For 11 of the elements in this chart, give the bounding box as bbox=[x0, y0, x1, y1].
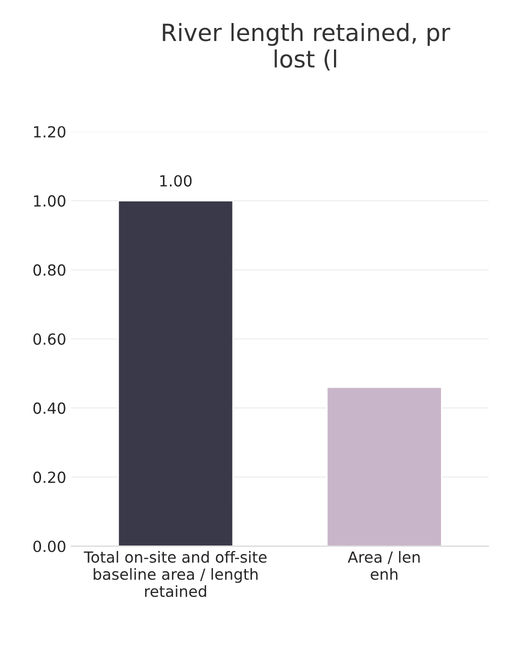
y-tick-label: 1.20 bbox=[34, 126, 66, 138]
y-tick-label: 0.20 bbox=[33, 472, 66, 484]
y-tick-label: 0.40 bbox=[33, 402, 66, 414]
data-label: 1.00 bbox=[160, 175, 192, 187]
chart-title: River length retained, pr lost (l bbox=[162, 23, 450, 71]
x-tick-label: Area / len enh bbox=[348, 551, 420, 580]
y-tick-label: 1.00 bbox=[34, 195, 66, 207]
y-tick-label: 0.00 bbox=[33, 540, 66, 552]
y-tick-label: 0.80 bbox=[33, 264, 66, 276]
x-tick-label: Total on-site and off-site baseline area / length retained bbox=[84, 551, 267, 598]
y-tick-label: 0.60 bbox=[33, 333, 66, 345]
